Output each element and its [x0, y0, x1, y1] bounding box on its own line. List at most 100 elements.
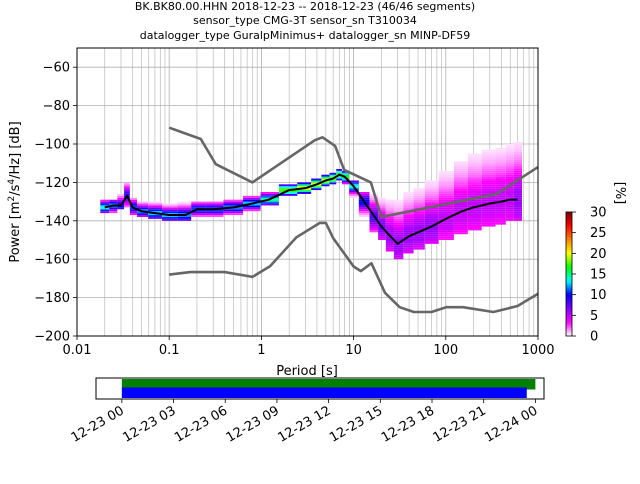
psd-cell	[495, 157, 506, 160]
psd-cell	[453, 228, 468, 231]
psd-cell	[349, 193, 359, 196]
psd-cell	[369, 201, 379, 204]
psd-cell	[453, 168, 468, 171]
psd-cell	[403, 215, 414, 217]
psd-cell	[358, 211, 370, 214]
psd-cell	[438, 228, 454, 231]
y-tick-label: −160	[34, 253, 70, 268]
psd-cell	[513, 218, 523, 221]
psd-cell	[369, 207, 379, 210]
psd-cell	[329, 174, 337, 177]
psd-cell	[513, 213, 523, 216]
psd-cell	[336, 170, 342, 173]
psd-cell	[413, 205, 425, 208]
psd-cell	[148, 205, 163, 208]
title-line-3: datalogger_type GuralpMinimus+ datalogge…	[140, 29, 471, 42]
psd-cell	[148, 207, 163, 210]
psd-cell	[162, 207, 178, 210]
timeline-tick-label: 12-23 21	[431, 403, 489, 445]
colorbar-tick-label: 5	[590, 309, 598, 324]
psd-cell	[358, 205, 370, 208]
y-label-sup-2: 4	[7, 179, 17, 185]
psd-cell	[393, 234, 404, 237]
psd-cell	[100, 209, 110, 212]
psd-cell	[311, 182, 322, 185]
psd-cell	[413, 201, 425, 204]
psd-cell	[100, 211, 110, 214]
psd-cell	[191, 215, 206, 217]
psd-cell	[358, 209, 370, 212]
psd-cell	[413, 245, 425, 248]
psd-cell	[453, 174, 468, 177]
psd-cell	[438, 184, 454, 187]
psd-cell	[369, 203, 379, 206]
psd-cell	[393, 240, 404, 242]
psd-cell	[358, 213, 370, 216]
psd-cell	[124, 190, 130, 192]
psd-cell	[467, 161, 482, 164]
psd-cell	[403, 249, 414, 252]
psd-cell	[495, 180, 506, 183]
psd-cell	[467, 178, 482, 181]
psd-cell	[223, 209, 244, 212]
psd-cell	[369, 230, 379, 233]
psd-cell	[424, 234, 439, 237]
psd-cell	[378, 201, 386, 204]
psd-cell	[495, 155, 506, 158]
psd-cell	[505, 192, 514, 194]
psd-cell	[438, 220, 454, 223]
psd-cell	[378, 197, 386, 200]
psd-cell	[403, 226, 414, 229]
psd-cell	[467, 226, 482, 229]
psd-cell	[311, 178, 322, 181]
timeline-tick-label: 12-23 12	[275, 403, 333, 445]
psd-cell	[393, 226, 404, 229]
psd-cell	[505, 144, 514, 146]
psd-cell	[495, 195, 506, 198]
psd-cell	[453, 224, 468, 227]
psd-cell	[467, 218, 482, 221]
psd-cell	[260, 199, 279, 202]
psd-cell	[467, 168, 482, 171]
psd-cell	[109, 203, 118, 206]
psd-cell	[148, 215, 163, 217]
psd-cell	[378, 213, 386, 216]
psd-cell	[438, 180, 454, 183]
timeline-tick-label: 12-23 03	[120, 403, 178, 445]
psd-cell	[424, 186, 439, 189]
psd-cell	[438, 170, 454, 173]
psd-cell	[109, 209, 118, 212]
psd-cell	[495, 207, 506, 210]
psd-cell	[438, 230, 454, 233]
psd-cell	[467, 192, 482, 194]
psd-cell	[495, 151, 506, 154]
psd-cell	[513, 145, 523, 148]
psd-cell	[413, 241, 425, 244]
psd-cell	[223, 199, 244, 202]
psd-cell	[243, 205, 261, 208]
psd-cell	[467, 222, 482, 225]
psd-cell	[453, 220, 468, 223]
psd-cell	[358, 195, 370, 198]
psd-cell	[505, 147, 514, 150]
psd-cell	[505, 145, 514, 148]
psd-cell	[124, 182, 130, 185]
psd-cell	[505, 151, 514, 154]
psd-cell	[424, 190, 439, 192]
psd-cell	[495, 172, 506, 175]
psd-cell	[162, 203, 178, 206]
psd-cell	[467, 199, 482, 202]
psd-cell	[378, 230, 386, 233]
psd-cell	[467, 159, 482, 162]
psd-cell	[403, 234, 414, 237]
psd-cell	[100, 203, 110, 206]
psd-cell	[453, 203, 468, 206]
psd-cell	[438, 192, 454, 194]
psd-cell	[481, 197, 496, 200]
psd-cell	[148, 209, 163, 212]
psd-cell	[413, 213, 425, 216]
psd-cell	[148, 216, 163, 219]
psd-cell	[177, 209, 192, 212]
psd-cell	[378, 222, 386, 225]
